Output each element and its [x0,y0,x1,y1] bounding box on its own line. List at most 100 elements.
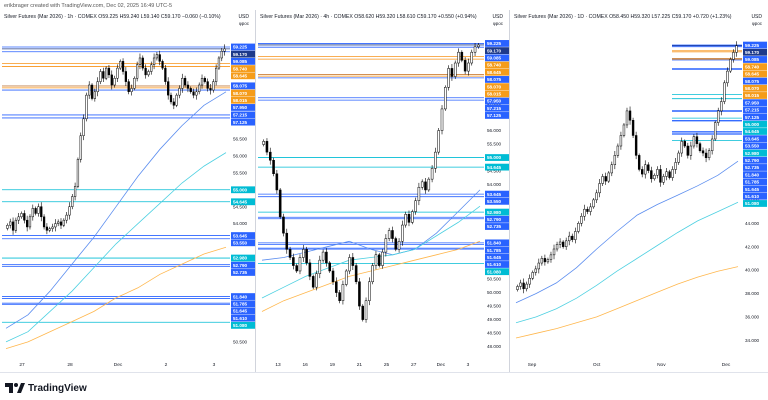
level-price-label [743,113,767,121]
price-axis-tick: 44.000 [745,221,759,226]
time-axis-tick: Sep [528,362,537,368]
level-price-label [485,190,509,198]
footer-divider [0,372,768,373]
level-price-text: 52.980 [233,256,247,261]
chart-panel-1d[interactable]: Silver Futures (Mar 2026) · 1D · COMEX O… [510,10,768,372]
level-price-text: 58.015 [487,92,501,97]
candle-body [671,169,674,178]
level-price-label [743,156,767,164]
candle-body [212,81,215,91]
candle-body [195,91,198,96]
time-axis-tick: 19 [330,362,336,368]
level-price-label [743,128,767,135]
candle-body [121,61,125,72]
candle-body [662,176,665,183]
level-price-text: 52.735 [487,224,501,229]
tradingview-logo-icon [5,383,25,393]
candle-body [358,281,361,307]
moving-average-line [515,201,739,324]
chart-panel-1h[interactable]: Silver Futures (Mar 2026) · 1h · COMEX O… [0,10,256,372]
level-price-label [743,164,767,171]
candle-body [732,52,735,60]
chart-svg[interactable]: 46.000 44.000 42.000 40.000 38.000 36.000 34.0… [510,10,768,372]
time-axis-tick: 28 [67,362,73,368]
candle-body [331,270,335,283]
candle-body [28,216,32,228]
candle-body [695,136,699,144]
price-axis-tick: 38.000 [745,291,759,296]
candle-body [677,152,680,163]
candle-body [31,208,34,218]
candle-body [656,169,659,176]
candle-body [644,164,647,175]
level-price-label [231,232,255,239]
level-price-text: 53.645 [745,136,759,141]
candle-body [516,286,519,290]
chart-symbol-title: Silver Futures (Mar 2026) · 1h · COMEX [4,14,97,20]
moving-average-line [515,160,739,304]
candle-body [315,273,318,288]
level-price-label [485,83,509,91]
ohlc-readout: O58.620 H59.320 L58.610 C59.170 +0.550 (… [354,14,477,20]
candle-body [155,54,159,59]
chart-panel-4h[interactable]: Silver Futures (Mar 2026) · 4h · COMEX O… [256,10,510,372]
candle-body [48,228,51,231]
level-price-text: 58.015 [745,93,759,98]
level-price-text: 53.550 [745,144,759,149]
candle-body [364,300,368,320]
price-axis-tick: 56.500 [233,137,247,142]
candle-body [186,84,190,89]
candle-body [144,67,147,76]
candle-body [90,84,94,99]
level-price-label [231,72,255,80]
candle-body [710,138,714,151]
moving-average-line [261,205,481,299]
candle-body [79,135,82,160]
candle-body [683,141,686,147]
moving-average-line [261,240,481,312]
level-price-text: 52.735 [745,165,759,170]
candle-body [424,181,427,191]
price-axis-tick: 40.000 [745,268,759,273]
chart-svg[interactable]: 57.00056.50056.00055.50054.50054.00053.0… [256,10,510,372]
candle-body [73,186,77,197]
candle-body [37,206,40,214]
level-price-label [485,163,509,171]
candle-body [430,168,434,180]
candle-body [720,101,723,112]
candle-body [305,249,308,264]
level-price-label [231,57,255,65]
price-axis-tick: 49.500 [487,304,501,309]
candle-body [561,241,565,247]
time-axis-tick: Nov [657,362,666,368]
candle-body [622,124,626,136]
candle-body [262,141,265,145]
candle-body [127,81,130,93]
level-price-text: 59.085 [233,59,247,64]
credit-line: erikbrager created with TradingView.com,… [4,3,173,9]
level-price-text: 57.125 [487,113,501,118]
level-price-text: 52.790 [487,217,501,222]
candle-body [470,51,474,64]
level-price-label [485,104,509,112]
candle-body [6,225,9,229]
candle-body [434,151,437,169]
candle-body [200,77,204,86]
price-axis-tick: 56.000 [233,154,247,159]
candle-body [351,257,355,266]
level-price-label [743,84,767,92]
tradingview-footer[interactable]: TradingView [5,381,87,395]
moving-average-line [261,189,481,261]
level-price-text: 51.840 [233,294,247,299]
candle-body [598,183,601,194]
candle-body [647,164,650,171]
candle-body [292,257,295,266]
candle-body [265,141,269,153]
price-axis-tick: 54.500 [233,204,247,209]
price-axis-tick: 34.000 [745,338,759,343]
chart-svg[interactable]: 57.00056.50056.00055.50054.50054.00053.0… [0,10,256,372]
level-price-text: 59.225 [487,41,501,46]
level-price-text: 53.550 [233,240,247,245]
candle-body [564,240,568,247]
candle-body [549,254,553,260]
